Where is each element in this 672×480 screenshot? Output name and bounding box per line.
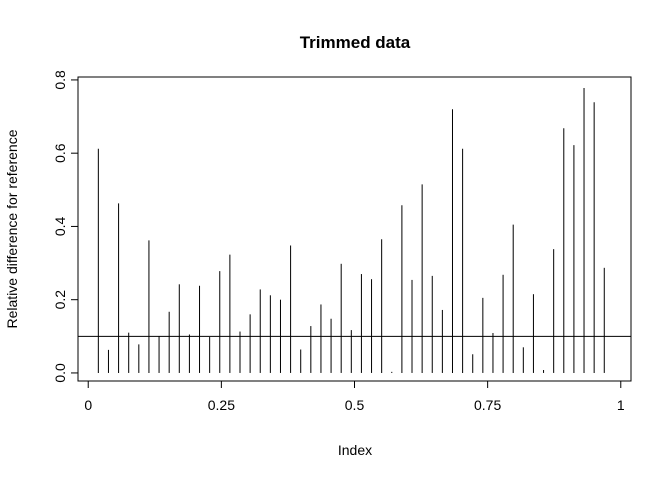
x-tick-label: 0.25 <box>208 397 235 413</box>
y-tick-label: 0.8 <box>52 70 68 90</box>
x-tick-label: 0.75 <box>474 397 501 413</box>
chart-title: Trimmed data <box>300 33 411 52</box>
x-axis-label: Index <box>338 442 372 458</box>
x-tick-label: 1 <box>617 397 625 413</box>
y-tick-label: 0.6 <box>52 143 68 163</box>
plot-frame <box>77 76 632 382</box>
y-axis-label: Relative difference for reference <box>4 129 20 328</box>
x-axis-ticks: 0 0.25 0.5 0.75 1 <box>84 381 625 413</box>
data-bars <box>97 87 605 373</box>
x-tick-label: 0.5 <box>345 397 365 413</box>
y-tick-label: 0.0 <box>52 363 68 383</box>
x-tick-label: 0 <box>84 397 92 413</box>
y-tick-label: 0.4 <box>52 216 68 236</box>
y-axis-ticks: 0.0 0.2 0.4 0.6 0.8 <box>52 70 78 383</box>
y-tick-label: 0.2 <box>52 290 68 310</box>
